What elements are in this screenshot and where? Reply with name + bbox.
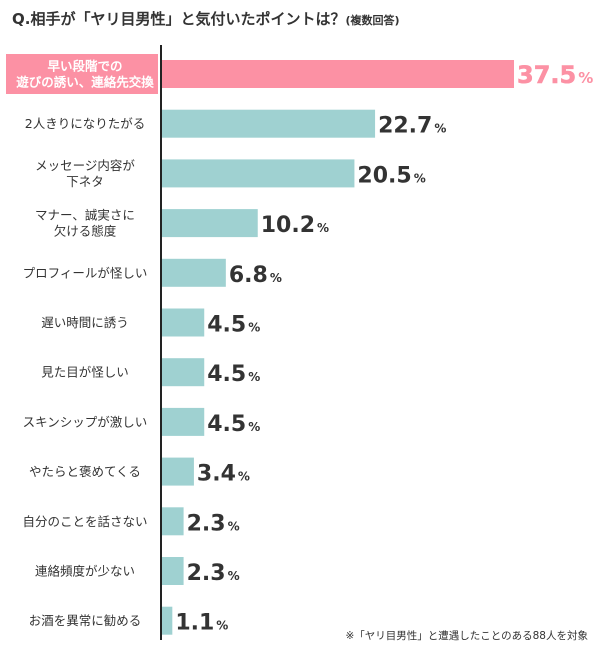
category-label: メッセージ内容が下ネタ [35, 158, 135, 189]
category-label: 2人きりになりたがる [25, 116, 145, 131]
bar [162, 457, 194, 486]
bar [162, 606, 173, 635]
value-label: 6.8% [229, 263, 282, 288]
bar [162, 209, 258, 238]
bar [162, 258, 226, 287]
value-label: 2.3% [187, 561, 240, 586]
bar [162, 308, 205, 337]
category-label: 見た目が怪しい [41, 365, 129, 380]
value-label: 4.5% [207, 412, 260, 437]
value-label: 10.2% [261, 213, 329, 238]
bar [162, 159, 355, 188]
bar [162, 358, 205, 387]
value-label: 20.5% [357, 163, 425, 188]
value-label: 3.4% [197, 462, 250, 487]
chart-title-suffix: (複数回答) [345, 14, 400, 27]
value-label: 4.5% [207, 313, 260, 338]
category-label: 自分のことを話さない [22, 514, 147, 529]
category-label-highlight-bg [6, 54, 158, 94]
bar [162, 60, 514, 88]
category-label: スキンシップが激しい [23, 414, 148, 429]
category-label: お酒を異常に勧める [29, 613, 142, 628]
footnote: ※「ヤリ目男性」と遭遇したことのある88人を対象 [345, 630, 588, 642]
bar [162, 507, 184, 536]
chart-title: Q.相手が「ヤリ目男性」と気付いたポイントは？(複数回答) [12, 8, 400, 29]
category-label: 遅い時間に誘う [41, 315, 129, 330]
bar [162, 109, 376, 138]
bar [162, 557, 184, 585]
value-label: 4.5% [207, 362, 260, 387]
value-label: 2.3% [187, 511, 240, 536]
category-label: やたらと褒めてくる [29, 464, 141, 479]
bar [162, 407, 205, 436]
category-label: 連絡頻度が少ない [35, 564, 135, 579]
value-label: 22.7% [378, 114, 446, 139]
chart-title-main: Q.相手が「ヤリ目男性」と気付いたポイントは？ [12, 10, 346, 28]
value-label: 1.1% [175, 611, 228, 636]
value-label: 37.5% [517, 61, 593, 89]
category-label: マナー、誠実さに欠ける態度 [35, 208, 135, 239]
category-label: 早い段階での遊びの誘い、連絡先交換 [16, 59, 154, 90]
category-label: プロフィールが怪しい [23, 265, 148, 280]
